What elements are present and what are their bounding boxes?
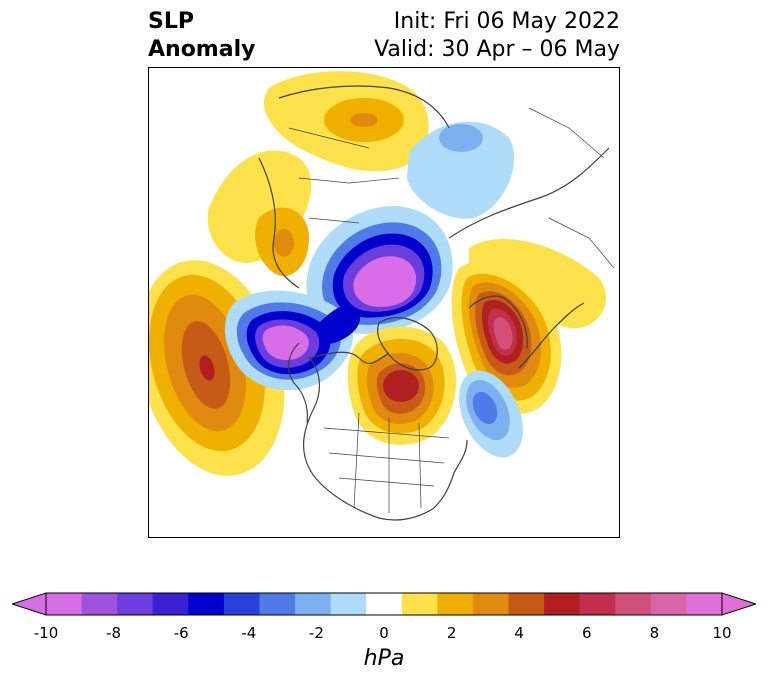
ural-low-anomaly (407, 121, 515, 219)
colorbar-cell (295, 593, 332, 615)
colorbar-cell (437, 593, 474, 615)
anomaly-map (149, 68, 619, 537)
init-date: Init: Fri 06 May 2022 (393, 9, 620, 34)
colorbar-cell (366, 593, 403, 615)
north-atlantic-low-anomaly (459, 370, 523, 458)
colorbar-extend-low (12, 592, 47, 616)
colorbar-cell (152, 593, 189, 615)
colorbar-tick-label: 4 (514, 624, 524, 642)
map-panel (148, 67, 620, 538)
colorbar-cell (650, 593, 687, 615)
colorbar-tick-label: 6 (582, 624, 592, 642)
title-variable: SLP (148, 9, 194, 34)
colorbar-tick-label: -2 (308, 624, 324, 642)
colorbar (12, 592, 756, 616)
colorbar-tick-label: -10 (33, 624, 59, 642)
map-dates: Init: Fri 06 May 2022 Valid: 30 Apr – 06… (374, 8, 620, 64)
colorbar-cell (615, 593, 652, 615)
colorbar-cell (81, 593, 118, 615)
pacific-ridge-band (207, 150, 312, 277)
colorbar-frame (45, 592, 723, 616)
colorbar-tick-label: 2 (446, 624, 457, 642)
title-anomaly: Anomaly (148, 37, 256, 62)
colorbar-cell (544, 593, 581, 615)
colorbar-cell (508, 593, 545, 615)
colorbar-cell (223, 593, 260, 615)
colorbar-tick-label: -4 (241, 624, 257, 642)
colorbar-cell (117, 593, 154, 615)
arctic-low-anomaly (306, 206, 453, 334)
colorbar-cell (259, 593, 296, 615)
coastlines (258, 85, 615, 521)
colorbar-tick-label: -6 (173, 624, 189, 642)
colorbar-cell (330, 593, 367, 615)
colorbar-tick-label: -8 (106, 624, 122, 642)
colorbar-cell (472, 593, 510, 615)
colorbar-tick-label: 0 (379, 624, 389, 642)
colorbar-tick-label: 10 (712, 624, 732, 642)
colorbar-cell (401, 593, 438, 615)
colorbar-cell (188, 593, 225, 615)
colorbar-extend-high (721, 592, 756, 616)
colorbar-tick-label: 8 (649, 624, 660, 642)
colorbar-cell (46, 593, 83, 615)
colorbar-units: hPa (363, 646, 405, 671)
hudson-bay-high-anomaly (347, 326, 456, 445)
map-title: SLP Anomaly (148, 8, 255, 64)
colorbar-cells (46, 593, 723, 615)
siberia-high-anomaly (263, 71, 429, 172)
valid-range: Valid: 30 Apr – 06 May (374, 37, 620, 62)
colorbar-cell (579, 593, 616, 615)
colorbar-cell (686, 593, 723, 615)
